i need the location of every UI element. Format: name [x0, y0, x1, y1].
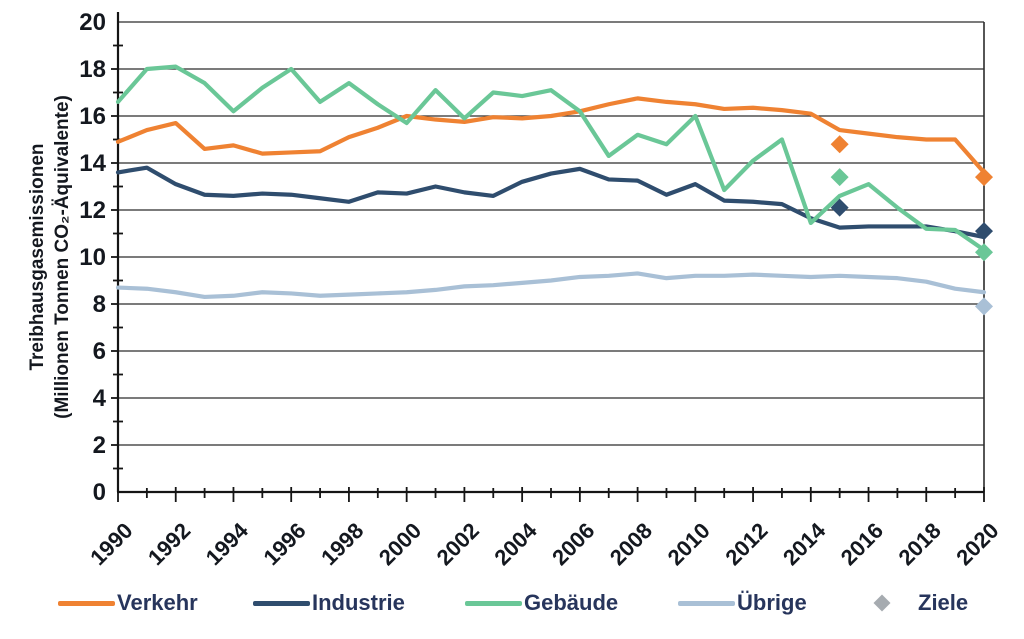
legend-item-verkehr: Verkehr	[58, 585, 198, 621]
y-tick-label-14: 14	[79, 150, 106, 177]
x-tick-label-1992: 1992	[143, 518, 195, 570]
legend-diamond-icon	[873, 594, 891, 612]
legend-label: Industrie	[312, 590, 405, 615]
legend-line-swatch	[58, 600, 115, 606]
y-tick-label-16: 16	[79, 103, 106, 130]
y-tick-label-10: 10	[79, 244, 106, 271]
gridlines	[118, 21, 984, 446]
x-tick-label-2016: 2016	[836, 518, 888, 570]
target-diamond-gebaude-2020	[975, 243, 993, 262]
x-tick-label-2020: 2020	[951, 518, 1003, 570]
x-tick-label-2010: 2010	[663, 518, 715, 570]
legend-item-ubrige: Übrige	[678, 585, 807, 621]
series-line-ubrige	[115, 271, 987, 300]
y-tick-label-0: 0	[93, 479, 106, 506]
x-tick-label-1994: 1994	[201, 517, 254, 570]
target-markers	[830, 135, 993, 316]
y-tick-label-20: 20	[79, 9, 106, 36]
y-tick-label-6: 6	[93, 338, 106, 365]
x-tick-label-2000: 2000	[374, 518, 426, 570]
y-tick-label-12: 12	[79, 197, 106, 224]
series-line-gebaude	[115, 64, 987, 253]
legend-line-swatch	[465, 600, 522, 606]
x-tick-label-2002: 2002	[432, 518, 484, 570]
x-tick-label-2018: 2018	[894, 518, 946, 570]
legend-label: Verkehr	[117, 590, 198, 615]
legend-item-gebaude: Gebäude	[465, 585, 618, 621]
y-axis-title-line1: Treibhausgasemissionen	[27, 143, 48, 370]
x-tick-labels: 1990 1992 1994 1996 1998 2000 2002 2004 2006 2008…	[85, 517, 1003, 570]
target-diamond-ubrige-2020	[975, 297, 993, 316]
y-tick-label-8: 8	[93, 291, 106, 318]
target-diamond-gebaude-2015	[830, 168, 849, 187]
series-lines	[115, 64, 987, 300]
y-tick-label-4: 4	[93, 385, 107, 412]
legend-line-swatch	[253, 600, 310, 606]
x-tick-label-1996: 1996	[258, 518, 310, 570]
legend-item-industrie: Industrie	[253, 585, 405, 621]
x-tick-label-2012: 2012	[720, 518, 772, 570]
y-tick-labels: 0 2 4 6 8 10 12 14 16 18 20	[79, 9, 106, 506]
legend-label: Ziele	[918, 590, 969, 615]
target-diamond-industrie-2020	[975, 222, 993, 241]
target-diamond-verkehr-2015	[830, 135, 849, 154]
x-tick-label-2006: 2006	[547, 518, 599, 570]
y-axis-title-line2: (Millionen Tonnen CO₂-Äquivalente)	[52, 95, 73, 419]
x-tick-label-1990: 1990	[85, 518, 137, 570]
legend-line-swatch	[678, 600, 735, 606]
y-tick-label-2: 2	[93, 432, 106, 459]
x-tick-label-2004: 2004	[489, 517, 542, 570]
series-line-industrie	[115, 165, 987, 240]
x-tick-label-2008: 2008	[605, 518, 657, 570]
target-diamond-verkehr-2020	[975, 168, 993, 187]
y-tick-label-18: 18	[79, 56, 106, 83]
legend-label: Übrige	[737, 590, 807, 615]
x-tick-label-1998: 1998	[316, 518, 368, 570]
legend-item-ziele: Ziele	[872, 585, 968, 621]
chart-legend: Verkehr Industrie Gebäude Übrige Ziele	[0, 585, 1024, 625]
legend-label: Gebäude	[524, 590, 619, 615]
series-line-verkehr	[115, 96, 987, 175]
target-diamond-industrie-2015	[830, 198, 849, 217]
x-tick-label-2014: 2014	[778, 517, 831, 570]
